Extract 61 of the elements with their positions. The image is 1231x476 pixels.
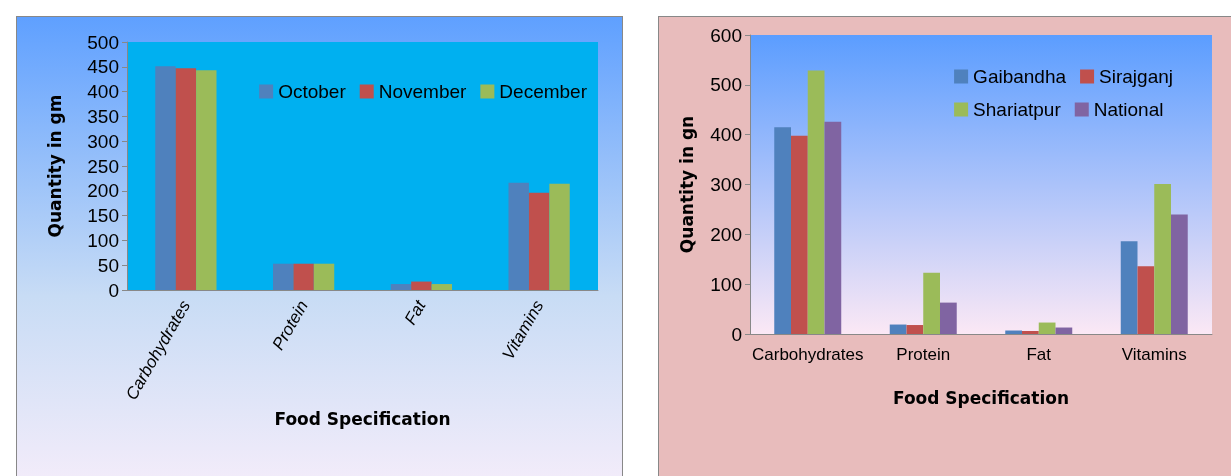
y-tick-label: 400 [87,81,119,103]
bar [774,127,791,334]
bar [1022,331,1039,334]
y-tick-label: 0 [108,279,119,301]
y-tick-label: 500 [710,74,742,96]
bar [1154,184,1171,334]
y-tick-label: 200 [87,180,119,202]
bar [1137,266,1155,334]
bar [906,325,924,334]
legend-label: Gaibandha [973,66,1067,87]
bar [889,324,907,334]
bar [390,284,412,290]
x-axis-title: Food Specification [892,387,1070,408]
y-axis-title: Quantity in gn [676,115,697,254]
legend-label: November [378,81,468,102]
bar [175,68,197,290]
y-tick-label: 150 [87,205,119,227]
bar [807,70,825,334]
x-tick-label: Fat [1026,345,1052,364]
bar [508,182,529,290]
bar [549,183,570,290]
y-tick-label: 600 [710,24,742,46]
y-tick-label: 200 [710,223,742,245]
bar [273,263,294,290]
bar [313,263,335,290]
legend-label: October [278,81,347,102]
x-tick-label: Carbohydrates [751,345,864,364]
legend-label: National [1093,99,1164,120]
legend-label: December [499,81,588,102]
y-tick-label: 0 [731,323,742,345]
bar [411,281,432,290]
y-tick-label: 500 [87,31,119,53]
bar [196,70,217,290]
x-tick-label: Vitamins [1121,345,1187,364]
bar [824,121,842,334]
x-tick-label: Protein [896,345,951,364]
y-tick-label: 300 [710,174,742,195]
y-tick-label: 400 [710,124,742,146]
bar [791,135,808,334]
y-tick-label: 300 [87,130,119,152]
bar [528,192,550,290]
bar [1171,214,1188,334]
legend-label: Shariatpur [973,99,1062,120]
bar [155,66,176,290]
bar [431,284,452,290]
bar [293,263,314,290]
bar [940,302,957,334]
y-tick-label: 50 [97,254,119,276]
y-tick-label: 100 [87,229,119,251]
x-tick-label: Fat [400,296,431,329]
y-tick-label: 450 [87,56,119,78]
bar [923,272,940,334]
y-tick-label: 100 [710,273,742,295]
y-axis-title: Quantity in gm [44,94,65,238]
bar [1120,241,1138,334]
y-tick-label: 250 [87,155,119,177]
bar [1038,322,1056,334]
legend-label: Sirajganj [1099,66,1174,87]
x-axis-title: Food Specification [274,408,451,429]
bar [1055,327,1073,334]
y-tick-label: 350 [87,105,119,127]
